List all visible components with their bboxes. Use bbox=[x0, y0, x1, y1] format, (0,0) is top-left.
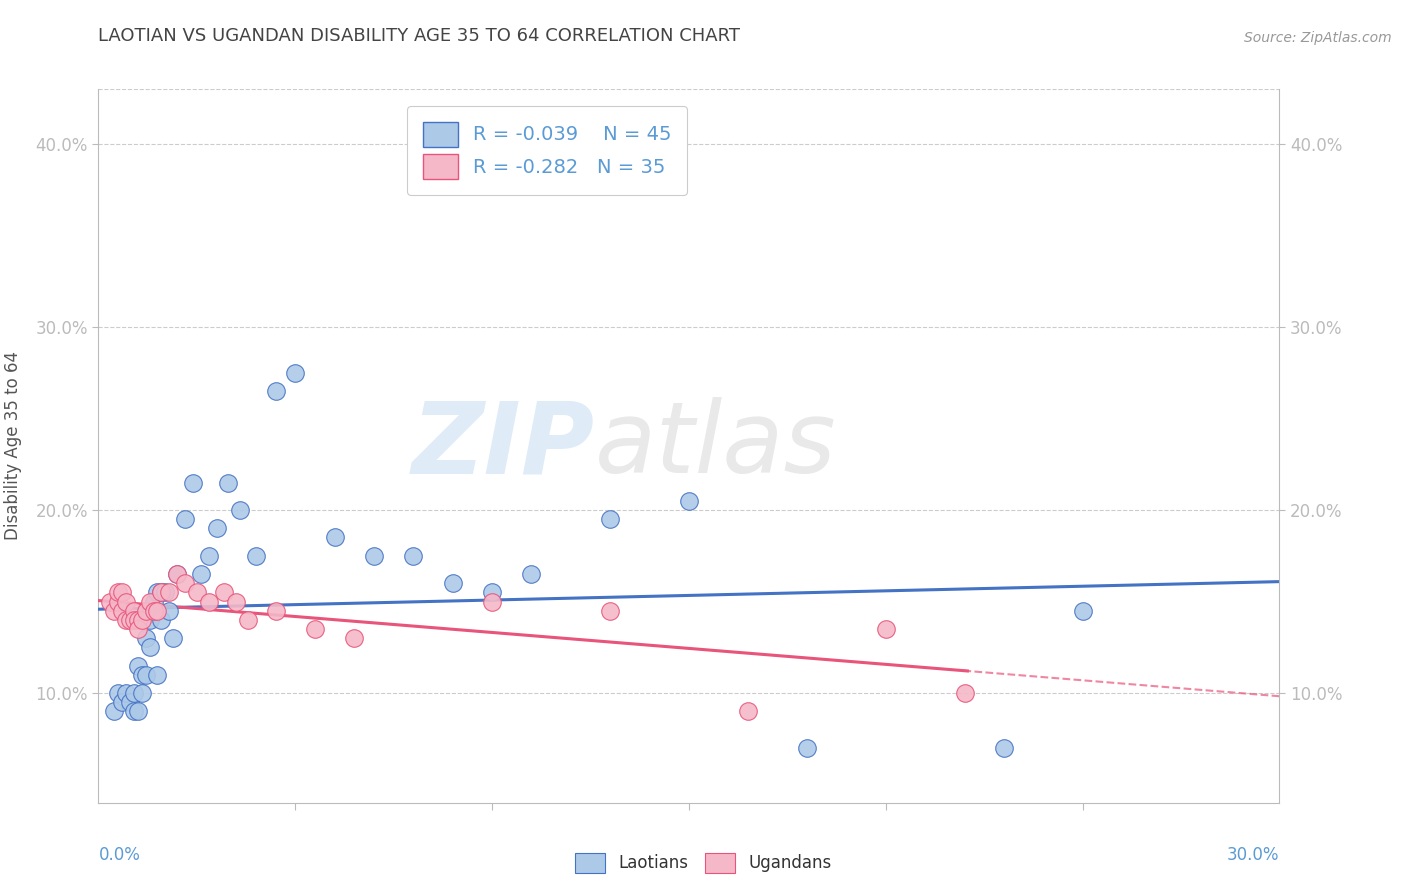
Point bbox=[127, 704, 149, 718]
Point bbox=[284, 366, 307, 380]
Point bbox=[323, 531, 346, 545]
Point bbox=[214, 585, 236, 599]
Point bbox=[111, 604, 134, 618]
Point bbox=[304, 622, 326, 636]
Point bbox=[197, 594, 219, 608]
Point bbox=[122, 686, 145, 700]
Point bbox=[363, 549, 385, 563]
Text: atlas: atlas bbox=[595, 398, 837, 494]
Point bbox=[875, 622, 897, 636]
Point bbox=[678, 494, 700, 508]
Point bbox=[197, 549, 219, 563]
Point bbox=[115, 686, 138, 700]
Point bbox=[174, 576, 197, 591]
Point bbox=[225, 594, 247, 608]
Point bbox=[138, 594, 160, 608]
Point bbox=[174, 512, 197, 526]
Text: LAOTIAN VS UGANDAN DISABILITY AGE 35 TO 64 CORRELATION CHART: LAOTIAN VS UGANDAN DISABILITY AGE 35 TO … bbox=[98, 27, 741, 45]
Point bbox=[103, 604, 125, 618]
Point bbox=[343, 631, 366, 645]
Point bbox=[953, 686, 976, 700]
Point bbox=[127, 622, 149, 636]
Point bbox=[481, 585, 503, 599]
Point bbox=[131, 667, 153, 681]
Point bbox=[150, 585, 173, 599]
Point bbox=[103, 704, 125, 718]
Point bbox=[157, 604, 180, 618]
Point bbox=[111, 585, 134, 599]
Text: ZIP: ZIP bbox=[412, 398, 595, 494]
Point bbox=[115, 594, 138, 608]
Point bbox=[138, 640, 160, 655]
Point bbox=[245, 549, 267, 563]
Point bbox=[146, 604, 169, 618]
Point bbox=[135, 604, 157, 618]
Point bbox=[441, 576, 464, 591]
Point bbox=[146, 667, 169, 681]
Point bbox=[138, 613, 160, 627]
Point bbox=[118, 695, 141, 709]
Point bbox=[796, 740, 818, 755]
Point bbox=[162, 631, 184, 645]
Point bbox=[150, 585, 173, 599]
Text: 30.0%: 30.0% bbox=[1227, 846, 1279, 863]
Y-axis label: Disability Age 35 to 64: Disability Age 35 to 64 bbox=[4, 351, 21, 541]
Point bbox=[122, 704, 145, 718]
Point bbox=[150, 613, 173, 627]
Point bbox=[122, 604, 145, 618]
Point bbox=[402, 549, 425, 563]
Point bbox=[264, 384, 287, 398]
Text: Source: ZipAtlas.com: Source: ZipAtlas.com bbox=[1244, 30, 1392, 45]
Point bbox=[131, 613, 153, 627]
Point bbox=[236, 613, 259, 627]
Point bbox=[111, 695, 134, 709]
Point bbox=[122, 613, 145, 627]
Point bbox=[993, 740, 1015, 755]
Point bbox=[190, 567, 212, 582]
Point bbox=[127, 613, 149, 627]
Point bbox=[107, 585, 129, 599]
Point bbox=[1071, 604, 1094, 618]
Point bbox=[166, 567, 188, 582]
Point bbox=[599, 512, 621, 526]
Point bbox=[166, 567, 188, 582]
Point bbox=[142, 604, 165, 618]
Point bbox=[229, 503, 252, 517]
Point bbox=[142, 594, 165, 608]
Legend: Laotians, Ugandans: Laotians, Ugandans bbox=[568, 847, 838, 880]
Point bbox=[157, 585, 180, 599]
Point bbox=[146, 585, 169, 599]
Point bbox=[520, 567, 543, 582]
Point bbox=[107, 686, 129, 700]
Legend: R = -0.039    N = 45, R = -0.282   N = 35: R = -0.039 N = 45, R = -0.282 N = 35 bbox=[408, 106, 688, 195]
Point bbox=[737, 704, 759, 718]
Point bbox=[131, 686, 153, 700]
Point bbox=[98, 594, 121, 608]
Point bbox=[118, 613, 141, 627]
Text: 0.0%: 0.0% bbox=[98, 846, 141, 863]
Point bbox=[599, 604, 621, 618]
Point bbox=[217, 475, 239, 490]
Point bbox=[135, 667, 157, 681]
Point bbox=[205, 521, 228, 535]
Point bbox=[127, 658, 149, 673]
Point bbox=[181, 475, 204, 490]
Point bbox=[115, 613, 138, 627]
Point bbox=[264, 604, 287, 618]
Point bbox=[107, 594, 129, 608]
Point bbox=[155, 585, 177, 599]
Point bbox=[481, 594, 503, 608]
Point bbox=[186, 585, 208, 599]
Point bbox=[135, 631, 157, 645]
